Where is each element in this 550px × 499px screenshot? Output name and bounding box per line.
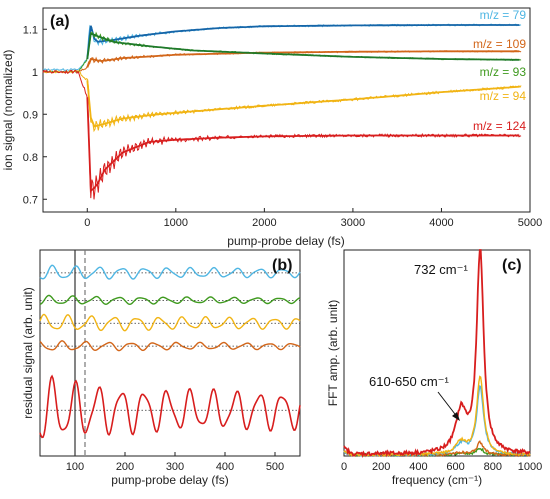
panel-a-ytick-label: 1.1 xyxy=(23,24,38,36)
panel-a-fit-m109 xyxy=(86,50,520,68)
panel-a-fit-m79 xyxy=(86,24,520,60)
panel-a-xtick-label: 1000 xyxy=(164,217,188,229)
panel-a-xtick-label: 2000 xyxy=(252,217,276,229)
panel-c-ylabel: FFT amp. (arb. unit) xyxy=(326,300,340,406)
panel-a-ytick-label: 0.9 xyxy=(23,109,38,121)
panel-a-fit-m124 xyxy=(86,97,520,193)
annotation-arrow xyxy=(437,391,459,419)
panel-c-xtick-label: 200 xyxy=(372,461,390,473)
panel-a-frame xyxy=(42,7,531,213)
panel-b-ylabel: residual signal (arb. unit) xyxy=(21,287,35,418)
panel-c-xtick-label: 800 xyxy=(484,461,502,473)
panel-a-xlabel: pump-probe delay (fs) xyxy=(227,234,344,248)
panel-b-xtick-label: 400 xyxy=(216,461,234,473)
annotation-732: 732 cm⁻¹ xyxy=(414,262,468,277)
panel-a-fit-m93 xyxy=(86,32,520,61)
panel-b-series-m79 xyxy=(39,264,301,280)
panel-a-label: (a) xyxy=(50,13,70,30)
panel-b-xtick-label: 200 xyxy=(116,461,134,473)
panel-b-series-m109 xyxy=(39,340,301,352)
panel-c-xtick-label: 0 xyxy=(341,461,347,473)
panel-c-frame xyxy=(343,249,531,457)
annotation-arrow-head xyxy=(452,412,460,421)
panel-a-legend-m79: m/z = 79 xyxy=(480,8,527,22)
panel-a-legend-m124: m/z = 124 xyxy=(473,119,526,133)
annotation-610-650: 610-650 cm⁻¹ xyxy=(369,374,450,389)
panel-a-ytick-label: 0.8 xyxy=(23,152,38,164)
panel-a-series-m94 xyxy=(42,69,522,133)
panel-a: 0 1000 2000 3000 4000 5000 0.7 0.8 0.9 1 1.1 m/z =… xyxy=(1,7,542,248)
panel-a-fit-m94 xyxy=(86,80,520,128)
panel-c: 0 200 400 600 800 1000 (c) frequency (cm⁻¹) F… xyxy=(326,249,542,487)
panel-a-ytick-label: 1 xyxy=(32,67,38,79)
panel-c-xtick-label: 400 xyxy=(409,461,427,473)
panel-c-xtick-label: 1000 xyxy=(518,461,542,473)
panel-a-xtick-label: 0 xyxy=(84,217,90,229)
panel-a-legend-m109: m/z = 109 xyxy=(473,37,526,51)
panel-c-series-m124 xyxy=(343,249,531,458)
panel-c-label: (c) xyxy=(502,257,522,274)
panel-b-series-m94 xyxy=(39,313,301,332)
panel-a-xtick-label: 3000 xyxy=(341,217,365,229)
panel-a-legend-m93: m/z = 93 xyxy=(480,65,527,79)
panel-b-xtick-label: 300 xyxy=(166,461,184,473)
panel-b-series-m93 xyxy=(39,294,301,306)
panel-b-xlabel: pump-probe delay (fs) xyxy=(111,473,228,487)
panel-a-xtick-label: 5000 xyxy=(518,217,542,229)
panel-a-legend-m94: m/z = 94 xyxy=(480,89,527,103)
panel-a-series-m79 xyxy=(42,23,522,72)
panel-a-ylabel: ion signal (normalized) xyxy=(1,50,15,171)
panel-b-series-m124 xyxy=(39,374,301,439)
panel-b: 100 200 300 400 500 (b) pump-probe delay (fs… xyxy=(21,249,301,487)
panel-b-frame xyxy=(39,249,301,457)
panel-b-xtick-label: 500 xyxy=(266,461,284,473)
panel-c-xtick-label: 600 xyxy=(446,461,464,473)
panel-a-xtick-label: 4000 xyxy=(429,217,453,229)
panel-c-xlabel: frequency (cm⁻¹) xyxy=(392,473,482,487)
panel-b-label: (b) xyxy=(272,257,292,274)
panel-a-ytick-label: 0.7 xyxy=(23,194,38,206)
panel-b-xtick-label: 100 xyxy=(66,461,84,473)
